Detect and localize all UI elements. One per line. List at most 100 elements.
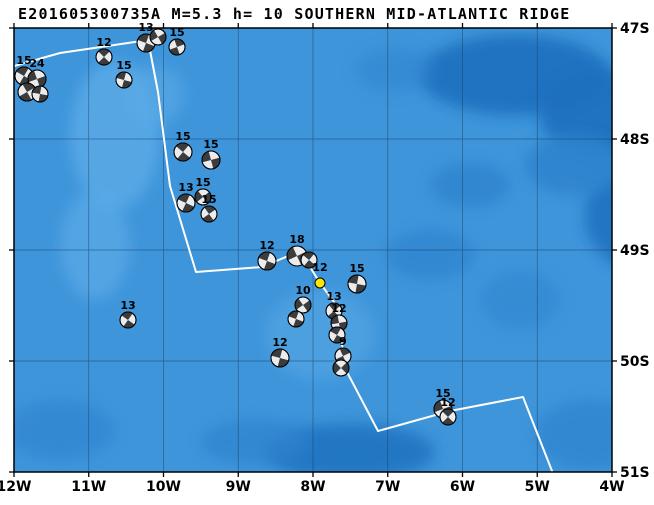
bathymetry-blob xyxy=(125,65,185,125)
focal-mechanism xyxy=(328,326,346,344)
focal-mechanism-quadrants xyxy=(169,39,185,55)
focal-mechanism-quadrants xyxy=(295,298,311,312)
figure-title: E201605300735A M=5.3 h= 10 SOUTHERN MID-… xyxy=(18,5,571,23)
latitude-label: 48S xyxy=(620,132,650,148)
highlighted-event: 12 xyxy=(312,261,328,289)
focal-mechanism: 13 xyxy=(119,299,137,329)
event-depth-label: 18 xyxy=(289,233,304,246)
focal-mechanism: 15 xyxy=(115,59,133,89)
bathymetry-shading xyxy=(14,35,612,472)
event-depth-label: 12 xyxy=(272,336,287,349)
event-depth-label: 12 xyxy=(96,36,111,49)
event-depth-label: 12 xyxy=(259,239,274,252)
event-depth-label: 12 xyxy=(440,396,455,409)
focal-mechanism-outline xyxy=(328,326,346,344)
longitude-label: 6W xyxy=(450,479,475,495)
focal-mechanism-quadrants xyxy=(271,349,289,367)
focal-mechanism-outline xyxy=(168,38,186,56)
focal-mechanism: 15 xyxy=(168,26,186,56)
longitude-label: 9W xyxy=(226,479,251,495)
highlighted-event-marker xyxy=(314,277,326,289)
focal-mechanism: 24 xyxy=(27,57,47,89)
bathymetry-blob xyxy=(480,270,560,330)
event-depth-label: 15 xyxy=(175,130,190,143)
focal-mechanism xyxy=(149,28,167,46)
event-depth-label: 15 xyxy=(203,138,218,151)
longitude-label: 10W xyxy=(146,479,181,495)
focal-mechanism-outline xyxy=(287,310,305,328)
focal-mechanism-quadrants xyxy=(150,30,166,44)
longitude-label: 7W xyxy=(375,479,400,495)
event-depth-label: 15 xyxy=(169,26,184,39)
focal-mechanism-quadrants xyxy=(137,34,155,52)
longitude-label: 8W xyxy=(300,479,325,495)
focal-mechanism-outline xyxy=(201,150,221,170)
event-depth-label: 13 xyxy=(326,290,341,303)
focal-mechanism-quadrants xyxy=(19,83,35,101)
focal-mechanism: 15 xyxy=(347,262,367,294)
bathymetry-blob xyxy=(200,420,310,464)
focal-mechanism: 15 xyxy=(173,130,193,162)
focal-mechanism-outline xyxy=(300,251,318,269)
focal-mechanism xyxy=(300,251,318,269)
focal-mechanism-outline xyxy=(257,251,277,271)
event-depth-label: 9 xyxy=(339,335,347,348)
focal-mechanism-outline xyxy=(176,193,196,213)
focal-mechanism-outline xyxy=(270,348,290,368)
latitude-label: 47S xyxy=(620,21,650,37)
focal-mechanism: 12 xyxy=(330,302,348,332)
focal-mechanism: 13 xyxy=(176,181,196,213)
highlighted-event-depth-label: 12 xyxy=(312,261,327,274)
focal-mechanism-quadrants xyxy=(258,252,276,270)
focal-mechanism-outline xyxy=(200,205,218,223)
bathymetry-blob xyxy=(355,48,435,92)
latitude-label: 51S xyxy=(620,465,650,481)
bathymetry-blob xyxy=(14,400,115,460)
event-depth-label: 10 xyxy=(295,284,311,297)
focal-mechanism-outline xyxy=(439,408,457,426)
focal-mechanism xyxy=(332,359,350,377)
longitude-label: 5W xyxy=(525,479,550,495)
event-depth-label: 24 xyxy=(29,57,45,70)
focal-mechanism-outline xyxy=(31,85,49,103)
event-depth-label: 13 xyxy=(178,181,193,194)
focal-mechanism-quadrants xyxy=(302,252,316,268)
axis-labels: 12W 11W 10W 9W 8W 7W 6W 5W 4W 47S 48S 49S 50S 51S xyxy=(0,21,650,495)
axis-ticks xyxy=(9,23,617,477)
event-depth-label: 15 xyxy=(435,387,450,400)
event-depth-label: 15 xyxy=(116,59,131,72)
event-depth-label: 12 xyxy=(331,302,346,315)
focal-mechanism-outline xyxy=(332,359,350,377)
bathymetry-blob xyxy=(60,190,130,300)
focal-mechanism xyxy=(31,85,49,103)
event-depth-label: 15 xyxy=(16,54,31,67)
focal-mechanism-outline xyxy=(347,274,367,294)
longitude-label: 12W xyxy=(0,479,31,495)
focal-mechanism-quadrants xyxy=(202,151,220,169)
focal-mechanism xyxy=(287,310,305,328)
longitude-label: 4W xyxy=(599,479,624,495)
focal-mechanism-quadrants xyxy=(116,72,132,88)
event-depth-label: 15 xyxy=(349,262,364,275)
focal-mechanism: 12 xyxy=(439,396,457,426)
focal-mechanism-outline xyxy=(194,188,212,206)
focal-mechanism-quadrants xyxy=(330,327,344,343)
bathymetry-blob xyxy=(525,135,612,195)
focal-mechanism: 12 xyxy=(95,36,113,66)
focal-mechanism: 10 xyxy=(294,284,312,314)
bathymetry-blob xyxy=(430,163,510,207)
focal-mechanism: 15 xyxy=(201,138,221,170)
focal-mechanism-outline xyxy=(149,28,167,46)
latitude-label: 50S xyxy=(620,354,650,370)
focal-mechanism-outline xyxy=(294,296,312,314)
focal-mechanism: 15 xyxy=(200,193,218,223)
focal-mechanism-quadrants xyxy=(176,143,190,161)
focal-mechanism xyxy=(17,82,37,102)
focal-mechanism-quadrants xyxy=(28,70,46,88)
bathymetry-blob xyxy=(385,230,475,280)
focal-mechanism: 15 xyxy=(194,176,212,206)
event-depth-label: 15 xyxy=(201,193,216,206)
